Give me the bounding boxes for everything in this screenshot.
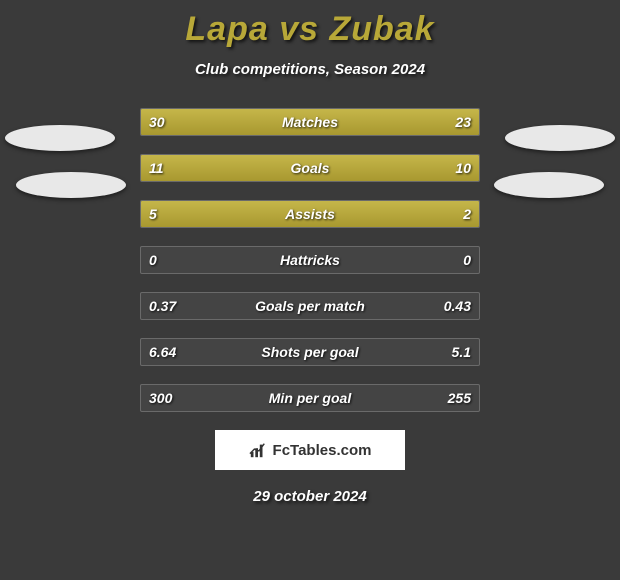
team-marker: [494, 172, 604, 198]
stat-row: 0Hattricks0: [140, 246, 480, 274]
stat-row: 6.64Shots per goal5.1: [140, 338, 480, 366]
stat-row: 30Matches23: [140, 108, 480, 136]
stat-value-right: 255: [448, 385, 471, 411]
chart-icon: [249, 441, 267, 459]
stat-label: Goals: [141, 155, 479, 181]
stat-label: Matches: [141, 109, 479, 135]
subtitle: Club competitions, Season 2024: [0, 61, 620, 78]
stat-row: 5Assists2: [140, 200, 480, 228]
stat-row: 0.37Goals per match0.43: [140, 292, 480, 320]
stat-label: Min per goal: [141, 385, 479, 411]
stat-label: Assists: [141, 201, 479, 227]
page-title: Lapa vs Zubak: [0, 0, 620, 49]
stat-value-right: 2: [463, 201, 471, 227]
team-marker: [16, 172, 126, 198]
stat-value-right: 5.1: [452, 339, 471, 365]
stat-value-right: 23: [455, 109, 471, 135]
logo-text: FcTables.com: [273, 442, 372, 459]
stat-value-right: 0: [463, 247, 471, 273]
stats-comparison: 30Matches2311Goals105Assists20Hattricks0…: [140, 108, 480, 412]
stat-value-right: 0.43: [444, 293, 471, 319]
fctables-logo: FcTables.com: [215, 430, 405, 470]
stat-row: 300Min per goal255: [140, 384, 480, 412]
team-marker: [505, 125, 615, 151]
stat-label: Goals per match: [141, 293, 479, 319]
stat-label: Shots per goal: [141, 339, 479, 365]
stat-value-right: 10: [455, 155, 471, 181]
stat-label: Hattricks: [141, 247, 479, 273]
team-marker: [5, 125, 115, 151]
date-label: 29 october 2024: [0, 488, 620, 505]
stat-row: 11Goals10: [140, 154, 480, 182]
